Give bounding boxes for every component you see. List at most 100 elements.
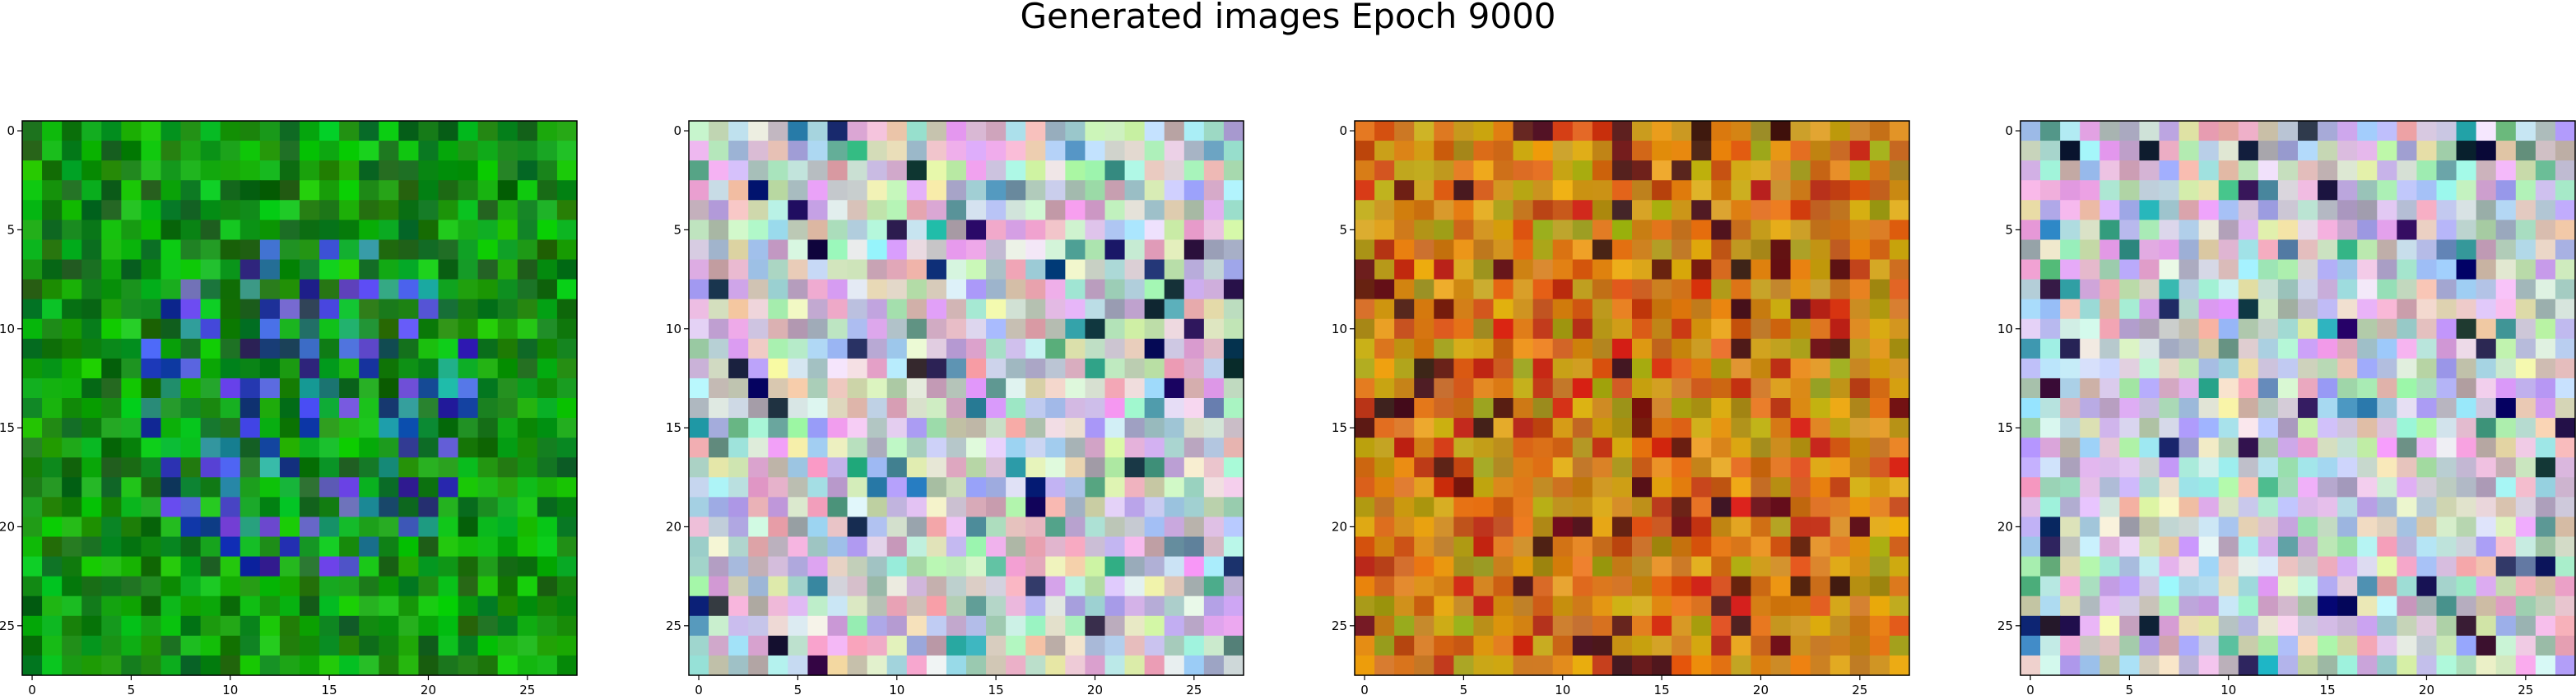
pixel-cell [1711,438,1732,458]
pixel-cell [2040,557,2061,577]
pixel-cell [828,239,849,260]
pixel-cell [1514,477,1534,498]
pixel-cell [946,636,967,656]
pixel-cell [2119,596,2140,617]
pixel-cell [1533,299,1554,320]
pixel-cell [2278,418,2299,438]
pixel-cell [2278,577,2299,597]
pixel-cell [2219,517,2239,537]
pixel-cell [1890,260,1910,280]
pixel-cell [907,477,928,498]
pixel-cell [768,537,788,558]
pixel-cell [359,517,379,537]
pixel-cell [2099,160,2120,181]
pixel-cell [2219,280,2239,300]
pixel-cell [1691,616,1712,637]
pixel-cell [398,418,419,438]
pixel-cell [42,398,63,419]
pixel-cell [1355,418,1375,438]
pixel-cell [1006,656,1026,676]
pixel-cell [2337,239,2358,260]
pixel-cell [478,596,499,617]
pixel-cell [2160,596,2180,617]
pixel-cell [81,378,102,399]
pixel-cell [2179,180,2200,201]
pixel-cell [2119,517,2140,537]
pixel-cell [986,438,1007,458]
pixel-cell [1165,636,1185,656]
pixel-cell [62,200,82,220]
pixel-cell [439,438,459,458]
pixel-cell [2397,517,2417,537]
pixel-cell [141,418,161,438]
pixel-cell [439,200,459,220]
pixel-cell [1771,457,1792,478]
pixel-cell [1355,517,1375,537]
pixel-cell [1184,220,1205,240]
pixel-cell [478,418,499,438]
pixel-cell [537,477,558,498]
pixel-cell [1434,537,1454,558]
pixel-cell [867,497,888,517]
pixel-cell [1224,299,1244,320]
pixel-cell [181,398,202,419]
pixel-cell [2139,517,2160,537]
pixel-cell [1355,616,1375,637]
pixel-cell [280,577,300,597]
pixel-cell [498,438,518,458]
pixel-cell [768,319,788,340]
pixel-cell [2357,577,2378,597]
pixel-cell [398,438,419,458]
pixel-cell [907,260,928,280]
pixel-cell [1204,319,1225,340]
pixel-cell [42,239,63,260]
pixel-cell [1414,141,1434,161]
pixel-cell [1006,557,1026,577]
pixel-cell [181,438,202,458]
pixel-cell [418,497,439,517]
pixel-cell [221,418,241,438]
pixel-cell [2258,299,2279,320]
pixel-cell [2437,636,2457,656]
pixel-cell [1453,220,1474,240]
pixel-cell [379,596,399,617]
pixel-cell [1145,616,1165,637]
pixel-cell [2318,141,2338,161]
pixel-cell [728,160,749,181]
pixel-cell [418,180,439,201]
pixel-cell [2239,339,2259,359]
pixel-cell [537,160,558,181]
pixel-cell [2416,280,2437,300]
pixel-cell [1065,477,1086,498]
pixel-cell [927,398,947,419]
pixel-cell [1553,457,1574,478]
pixel-cell [2239,280,2259,300]
pixel-cell [221,121,241,141]
pixel-cell [2020,636,2041,656]
pixel-cell [201,616,221,637]
y-tick-label: 0 [7,123,15,138]
pixel-cell [2357,359,2378,379]
pixel-cell [1025,636,1046,656]
pixel-cell [2278,438,2299,458]
pixel-cell [1025,517,1046,537]
pixel-cell [1374,239,1395,260]
pixel-cell [359,180,379,201]
pixel-cell [1165,280,1185,300]
pixel-cell [2397,319,2417,340]
pixel-cell [709,438,729,458]
pixel-cell [1672,339,1692,359]
pixel-cell [1355,477,1375,498]
pixel-cell [1593,378,1613,399]
pixel-cell [2179,517,2200,537]
pixel-cell [1771,260,1792,280]
pixel-cell [1711,160,1732,181]
pixel-cell [1434,200,1454,220]
pixel-cell [1224,517,1244,537]
pixel-cell [728,398,749,419]
pixel-cell [788,596,808,617]
pixel-cell [946,180,967,201]
pixel-cell [1711,200,1732,220]
pixel-cell [2397,557,2417,577]
y-tick-label: 15 [0,420,15,435]
